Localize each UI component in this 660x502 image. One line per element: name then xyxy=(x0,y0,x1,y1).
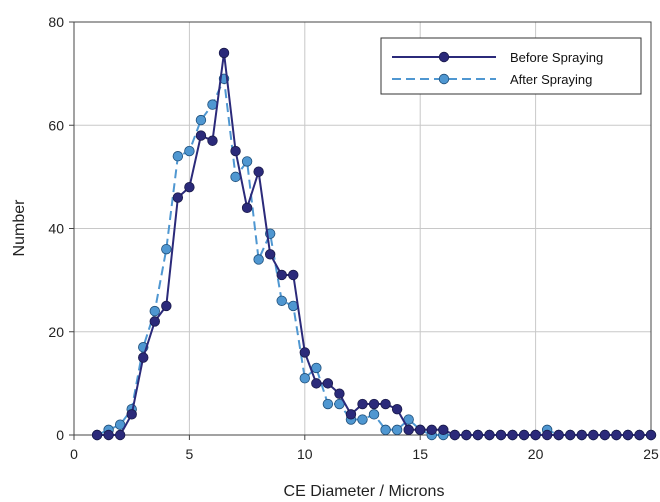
data-point-before-spraying xyxy=(645,429,657,441)
y-tick-label: 60 xyxy=(48,117,64,133)
data-point-after-spraying xyxy=(241,156,253,167)
data-point-before-spraying xyxy=(495,429,507,441)
series-after-spraying xyxy=(91,73,657,441)
y-axis-ticks: 0 20 40 60 80 xyxy=(48,14,74,443)
data-point-before-spraying xyxy=(207,135,218,146)
legend: Before Spraying After Spraying xyxy=(380,37,642,95)
data-point-before-spraying xyxy=(426,424,437,436)
data-point-before-spraying xyxy=(184,181,195,193)
data-point-before-spraying xyxy=(576,429,587,441)
data-point-before-spraying xyxy=(195,130,207,141)
data-point-before-spraying xyxy=(91,429,103,441)
data-point-before-spraying xyxy=(530,429,541,441)
data-point-before-spraying xyxy=(599,429,611,441)
data-point-before-spraying xyxy=(380,398,391,410)
data-point-before-spraying xyxy=(241,202,253,214)
legend-label-before: Before Spraying xyxy=(510,50,603,65)
data-point-before-spraying xyxy=(138,352,149,363)
data-point-before-spraying xyxy=(611,429,622,441)
data-point-before-spraying xyxy=(311,378,322,389)
data-point-before-spraying xyxy=(553,429,564,441)
data-point-after-spraying xyxy=(253,254,264,265)
x-tick-label: 20 xyxy=(528,446,544,462)
data-point-before-spraying xyxy=(415,424,426,436)
data-point-after-spraying xyxy=(322,398,334,410)
data-point-before-spraying xyxy=(403,424,414,436)
data-point-before-spraying xyxy=(253,166,264,177)
data-point-before-spraying xyxy=(126,409,137,420)
data-point-after-spraying xyxy=(299,373,311,384)
data-point-before-spraying xyxy=(461,429,472,441)
data-point-before-spraying xyxy=(472,429,484,441)
series-layer xyxy=(91,47,657,441)
x-tick-label: 15 xyxy=(412,446,428,462)
y-tick-label: 0 xyxy=(56,427,64,443)
data-point-before-spraying xyxy=(518,429,530,441)
legend-marker-after xyxy=(438,73,450,85)
data-point-after-spraying xyxy=(380,424,391,436)
series-before-spraying xyxy=(91,47,657,441)
data-point-after-spraying xyxy=(230,171,241,183)
data-point-after-spraying xyxy=(391,424,403,436)
x-axis-ticks: 0 5 10 15 20 25 xyxy=(70,435,659,462)
data-point-before-spraying xyxy=(345,409,357,420)
data-point-after-spraying xyxy=(161,243,172,255)
x-tick-label: 10 xyxy=(297,446,313,462)
data-point-after-spraying xyxy=(195,114,207,126)
data-point-before-spraying xyxy=(218,47,230,59)
data-point-before-spraying xyxy=(172,192,184,203)
data-point-after-spraying xyxy=(357,414,368,425)
data-point-before-spraying xyxy=(438,424,449,436)
data-point-before-spraying xyxy=(149,316,160,327)
data-point-after-spraying xyxy=(172,151,184,162)
data-point-after-spraying xyxy=(149,305,160,317)
data-point-before-spraying xyxy=(230,145,241,157)
data-point-before-spraying xyxy=(103,429,114,441)
legend-marker-before xyxy=(438,51,450,63)
data-point-before-spraying xyxy=(322,378,334,389)
series-line-before-spraying xyxy=(97,52,651,436)
data-point-before-spraying xyxy=(507,429,518,441)
data-point-before-spraying xyxy=(288,269,299,281)
legend-label-after: After Spraying xyxy=(510,72,592,87)
data-point-before-spraying xyxy=(334,388,345,399)
data-point-after-spraying xyxy=(184,145,195,157)
y-tick-label: 20 xyxy=(48,324,64,340)
data-point-before-spraying xyxy=(264,249,276,260)
data-point-before-spraying xyxy=(357,398,368,410)
legend-box xyxy=(380,37,642,95)
data-point-before-spraying xyxy=(565,429,576,441)
data-point-before-spraying xyxy=(484,429,495,441)
x-tick-label: 5 xyxy=(186,446,194,462)
data-point-before-spraying xyxy=(541,429,553,441)
data-point-after-spraying xyxy=(368,409,380,420)
y-tick-label: 80 xyxy=(48,14,64,30)
data-point-before-spraying xyxy=(622,429,634,441)
data-point-before-spraying xyxy=(391,403,403,415)
x-axis-title: CE Diameter / Microns xyxy=(284,483,445,500)
data-point-before-spraying xyxy=(299,347,311,358)
data-point-before-spraying xyxy=(161,300,172,312)
x-tick-label: 0 xyxy=(70,446,78,462)
y-axis-title: Number xyxy=(11,199,28,257)
data-point-before-spraying xyxy=(368,398,380,410)
series-line-after-spraying xyxy=(96,77,651,436)
y-tick-label: 40 xyxy=(48,221,64,237)
data-point-before-spraying xyxy=(114,429,126,441)
data-point-after-spraying xyxy=(276,295,287,306)
data-point-before-spraying xyxy=(588,429,599,441)
data-point-before-spraying xyxy=(276,269,287,281)
x-tick-label: 25 xyxy=(643,446,659,462)
data-point-before-spraying xyxy=(634,429,645,441)
data-point-after-spraying xyxy=(311,362,322,374)
data-point-before-spraying xyxy=(449,429,461,441)
